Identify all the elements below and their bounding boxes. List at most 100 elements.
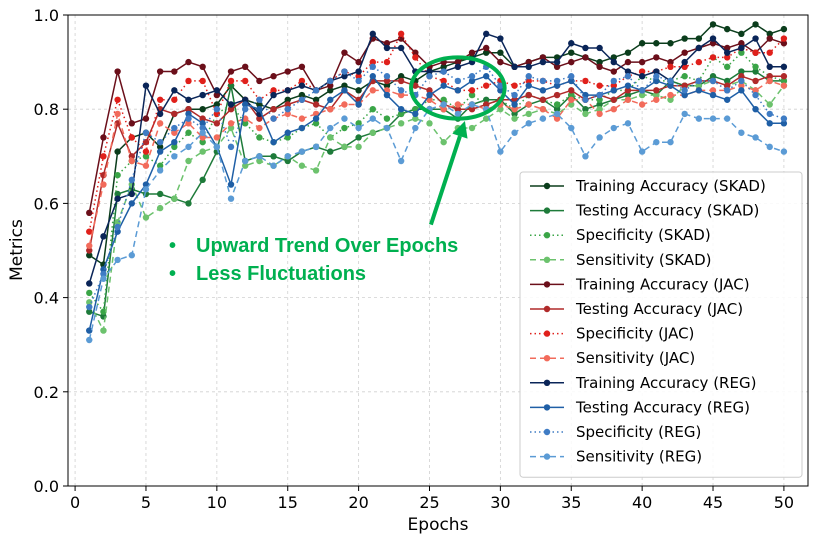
data-point	[681, 58, 688, 66]
data-point	[610, 58, 617, 66]
data-point	[766, 110, 773, 118]
data-point	[426, 87, 433, 94]
data-point	[185, 200, 192, 207]
data-point	[114, 110, 121, 118]
data-point	[482, 49, 490, 56]
data-point	[596, 44, 603, 52]
series-layer	[86, 21, 788, 344]
data-point	[199, 63, 206, 71]
data-point	[270, 115, 277, 122]
data-point	[100, 308, 107, 315]
data-point	[298, 162, 306, 169]
data-point	[440, 138, 447, 146]
x-tick-label: 40	[632, 493, 652, 512]
data-point	[142, 186, 150, 193]
data-point	[327, 77, 334, 85]
data-point	[86, 299, 93, 306]
data-point	[369, 30, 376, 38]
data-point	[511, 82, 518, 89]
series-line	[88, 103, 785, 341]
data-point	[681, 91, 688, 99]
data-point	[638, 91, 646, 99]
data-point	[780, 115, 788, 122]
data-point	[568, 77, 575, 85]
data-point	[511, 106, 518, 113]
x-tick-label: 15	[278, 493, 298, 512]
data-point	[341, 143, 348, 151]
legend: Training Accuracy (SKAD) Testing Accuracy…	[519, 171, 803, 478]
legend-label: Specificity (SKAD)	[576, 226, 711, 244]
data-point	[653, 87, 660, 94]
data-point	[412, 124, 419, 132]
legend-entry: Sensitivity (SKAD)	[530, 251, 711, 269]
data-point	[454, 58, 462, 66]
data-point	[256, 115, 263, 122]
data-point	[454, 110, 462, 118]
data-point	[397, 91, 405, 99]
data-point	[610, 87, 617, 94]
data-point	[128, 200, 135, 207]
data-point	[185, 58, 192, 66]
data-point	[312, 120, 320, 127]
legend-label: Testing Accuracy (SKAD)	[575, 202, 759, 220]
data-point	[709, 40, 717, 47]
data-point	[610, 96, 617, 103]
data-point	[312, 101, 320, 108]
data-point	[256, 77, 263, 85]
data-point	[256, 157, 263, 165]
data-point	[242, 77, 249, 85]
data-point	[440, 82, 447, 89]
data-point	[199, 134, 206, 141]
data-point	[482, 115, 490, 122]
data-point	[582, 77, 589, 85]
data-point	[596, 134, 603, 141]
data-point	[270, 138, 277, 146]
data-point	[397, 73, 405, 80]
data-point	[383, 115, 391, 122]
data-point	[199, 91, 206, 99]
data-point	[156, 204, 164, 212]
data-point	[341, 68, 348, 75]
data-point	[227, 101, 235, 108]
y-tick-label: 0.6	[34, 194, 59, 213]
data-point	[638, 101, 646, 108]
data-point	[142, 153, 150, 160]
data-point	[100, 270, 107, 278]
legend-marker	[543, 305, 551, 313]
data-point	[114, 148, 121, 155]
data-point	[298, 115, 306, 122]
data-point	[681, 82, 688, 89]
data-point	[86, 228, 93, 235]
data-point	[553, 115, 561, 122]
data-point	[298, 124, 306, 132]
data-point	[482, 44, 490, 52]
data-point	[482, 30, 490, 38]
data-point	[582, 44, 589, 52]
data-point	[156, 138, 164, 146]
data-point	[766, 143, 773, 151]
data-point	[780, 73, 788, 80]
data-point	[709, 115, 717, 122]
data-point	[227, 77, 235, 85]
data-point	[752, 63, 759, 71]
data-point	[525, 91, 532, 99]
data-point	[752, 21, 759, 28]
data-point	[341, 115, 348, 122]
y-axis-label: Metrics	[7, 219, 27, 281]
data-point	[369, 73, 376, 80]
legend-entry: Sensitivity (JAC)	[530, 349, 695, 367]
x-tick-label: 10	[207, 493, 227, 512]
data-point	[568, 96, 575, 103]
data-point	[610, 124, 617, 132]
data-point	[397, 44, 405, 52]
x-tick-label: 5	[141, 493, 151, 512]
legend-marker	[543, 232, 551, 239]
data-point	[582, 153, 589, 160]
legend-label: Testing Accuracy (REG)	[575, 398, 750, 416]
legend-marker	[543, 330, 551, 337]
data-point	[327, 96, 334, 103]
data-point	[341, 82, 348, 89]
data-point	[341, 73, 348, 80]
data-point	[284, 96, 291, 103]
data-point	[355, 120, 362, 127]
